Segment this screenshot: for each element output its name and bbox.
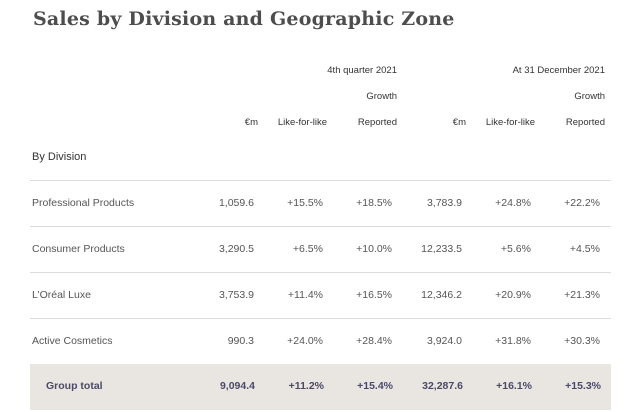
- cell-q4-lfl: +6.5%: [292, 243, 323, 255]
- table-row: Active Cosmetics 990.3 +24.0% +28.4% 3,9…: [0, 319, 640, 364]
- cell-q4-lfl: +11.4%: [287, 289, 323, 301]
- cell-fy-em: 12,346.2: [421, 289, 462, 301]
- total-fy-lfl: +16.1%: [496, 380, 532, 392]
- table-row: Consumer Products 3,290.5 +6.5% +10.0% 1…: [0, 227, 640, 272]
- page-title: Sales by Division and Geographic Zone: [33, 8, 455, 30]
- col-header-reported-q4: Reported: [357, 117, 397, 128]
- cell-q4-reported: +28.4%: [356, 335, 392, 347]
- cell-q4-reported: +18.5%: [356, 197, 392, 209]
- table-row: L’Oréal Luxe 3,753.9 +11.4% +16.5% 12,34…: [0, 273, 640, 318]
- section-label: By Division: [32, 151, 87, 163]
- cell-q4-em: 990.3: [227, 335, 254, 347]
- cell-fy-reported: +22.2%: [564, 197, 600, 209]
- cell-fy-reported: +30.3%: [564, 335, 600, 347]
- total-label: Group total: [46, 380, 103, 392]
- total-fy-em: 32,287.6: [422, 380, 463, 392]
- divider: [30, 272, 611, 273]
- row-label: Professional Products: [32, 197, 135, 209]
- cell-q4-em: 3,290.5: [218, 243, 254, 255]
- col-header-em-fy: €m: [452, 117, 466, 128]
- col-header-lfl-fy: Like-for-like: [485, 117, 535, 128]
- col-header-lfl-q4: Like-for-like: [277, 117, 327, 128]
- cell-fy-em: 12,233.5: [421, 243, 462, 255]
- table-row: Professional Products 1,059.6 +15.5% +18…: [0, 181, 640, 226]
- cell-q4-em: 1,059.6: [218, 197, 254, 209]
- divider: [30, 226, 611, 227]
- col-header-reported-fy: Reported: [565, 117, 605, 128]
- cell-fy-reported: +4.5%: [569, 243, 600, 255]
- cell-fy-lfl: +31.8%: [495, 335, 531, 347]
- period-header-q4: 4th quarter 2021: [327, 65, 397, 76]
- col-header-em-q4: €m: [244, 117, 258, 128]
- growth-header-q4: Growth: [366, 91, 397, 102]
- cell-fy-reported: +21.3%: [564, 289, 600, 301]
- divider: [30, 318, 611, 319]
- divider: [30, 180, 611, 181]
- cell-fy-lfl: +24.8%: [495, 197, 531, 209]
- total-q4-lfl: +11.2%: [288, 380, 324, 392]
- growth-header-fy: Growth: [574, 91, 605, 102]
- row-label: Active Cosmetics: [32, 335, 113, 347]
- total-q4-em: 9,094.4: [219, 380, 255, 392]
- cell-q4-reported: +16.5%: [356, 289, 392, 301]
- cell-fy-lfl: +5.6%: [500, 243, 531, 255]
- group-total-row: Group total 9,094.4 +11.2% +15.4% 32,287…: [30, 364, 611, 410]
- period-header-fy: At 31 December 2021: [512, 65, 605, 76]
- cell-q4-reported: +10.0%: [356, 243, 392, 255]
- cell-q4-lfl: +24.0%: [287, 335, 323, 347]
- cell-fy-lfl: +20.9%: [495, 289, 531, 301]
- cell-fy-em: 3,783.9: [426, 197, 462, 209]
- row-label: L’Oréal Luxe: [32, 289, 91, 301]
- cell-fy-em: 3,924.0: [426, 335, 462, 347]
- total-fy-reported: +15.3%: [565, 380, 601, 392]
- total-q4-reported: +15.4%: [357, 380, 393, 392]
- cell-q4-em: 3,753.9: [218, 289, 254, 301]
- cell-q4-lfl: +15.5%: [287, 197, 323, 209]
- row-label: Consumer Products: [32, 243, 125, 255]
